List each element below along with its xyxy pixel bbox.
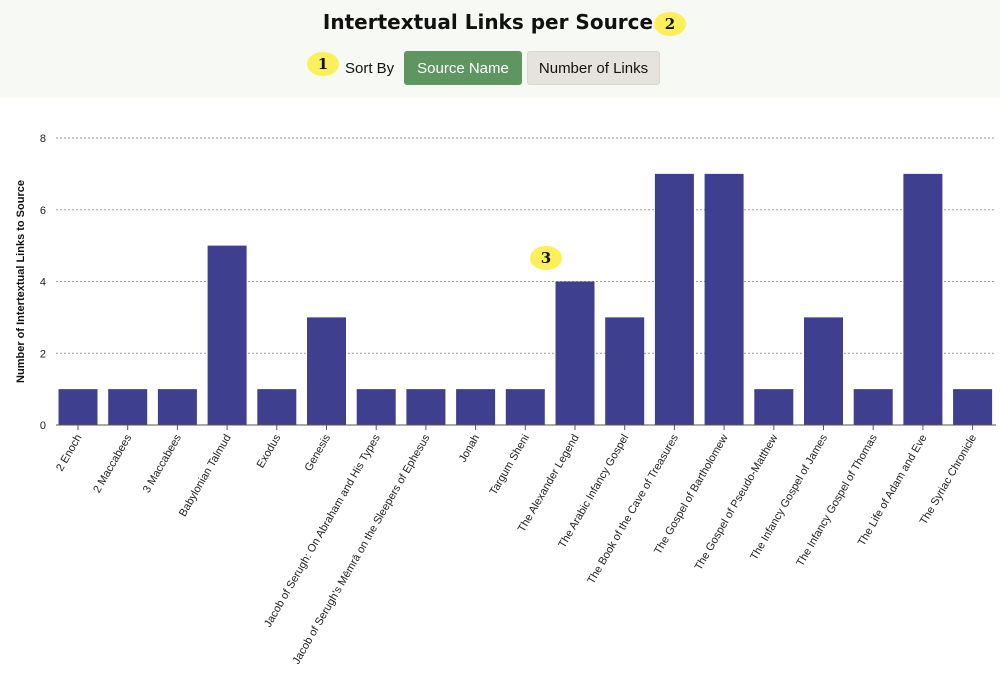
chart-header: Intertextual Links per Source 2 1 Sort B… bbox=[0, 0, 1000, 98]
x-axis-ticks: 2 Enoch 2 Maccabees 3 MaccabeesBabylonian … bbox=[54, 425, 979, 666]
bar[interactable] bbox=[307, 317, 346, 425]
sort-number-of-links-button[interactable]: Number of Links bbox=[527, 51, 660, 85]
gridlines bbox=[56, 137, 996, 354]
x-tick-label: Babylonian Talmud bbox=[177, 433, 234, 519]
y-tick-label: 2 bbox=[40, 348, 46, 360]
bar-chart: 0 2 4 6 8 2 Enoch 2 Maccabees 3 MaccabeesBabyl… bbox=[15, 133, 996, 666]
bar[interactable] bbox=[157, 389, 197, 425]
sort-source-name-button[interactable]: Source Name bbox=[404, 51, 522, 85]
bar[interactable] bbox=[754, 389, 794, 425]
annotation-badge-3: 3 bbox=[530, 246, 562, 270]
y-tick-label: 6 bbox=[40, 205, 46, 217]
x-tick-label: Genesis bbox=[303, 432, 334, 473]
x-tick-label: 2 Enoch bbox=[54, 433, 85, 474]
annotation-badge-2: 2 bbox=[654, 12, 686, 36]
bar[interactable] bbox=[108, 389, 148, 425]
x-tick-label: The Book of the Cave of Treasures bbox=[585, 432, 681, 586]
bar[interactable] bbox=[654, 173, 694, 425]
bar[interactable] bbox=[953, 389, 993, 425]
sort-by-label: Sort By bbox=[345, 60, 395, 77]
y-tick-label: 8 bbox=[40, 133, 46, 145]
bar[interactable] bbox=[853, 389, 893, 425]
x-tick-label: 3 Maccabees bbox=[141, 432, 184, 495]
annotation-badge-1: 1 bbox=[307, 52, 339, 76]
y-axis-ticks: 0 2 4 6 8 bbox=[40, 133, 46, 432]
bar[interactable] bbox=[257, 389, 297, 425]
title-row: Intertextual Links per Source bbox=[0, 6, 1000, 38]
bar[interactable] bbox=[555, 281, 595, 426]
x-tick-label: Jonah bbox=[457, 433, 482, 465]
sort-controls: 1 Sort By Source Name Number of Links bbox=[0, 51, 1000, 85]
bar[interactable] bbox=[903, 173, 943, 425]
bar[interactable] bbox=[456, 389, 496, 425]
y-tick-label: 4 bbox=[40, 277, 46, 289]
bar[interactable] bbox=[406, 389, 446, 425]
x-tick-label: The Gospel of Pseudo-Matthew bbox=[693, 432, 781, 572]
x-tick-label: 2 Maccabees bbox=[91, 432, 134, 495]
bar[interactable] bbox=[605, 317, 645, 425]
bar[interactable] bbox=[704, 173, 744, 425]
x-tick-label: Targum Sheni bbox=[488, 433, 532, 498]
chart-title: Intertextual Links per Source bbox=[322, 10, 654, 34]
bars bbox=[58, 173, 993, 426]
x-tick-label: The Syriac Chronicle bbox=[918, 433, 979, 527]
y-tick-label: 0 bbox=[40, 420, 46, 432]
bar[interactable] bbox=[804, 317, 843, 425]
y-axis-label: Number of Intertextual Links to Source bbox=[15, 180, 27, 383]
x-tick-label: Exodus bbox=[255, 432, 284, 470]
bar[interactable] bbox=[207, 245, 247, 425]
bar[interactable] bbox=[58, 389, 98, 425]
bar[interactable] bbox=[505, 389, 545, 425]
bar[interactable] bbox=[356, 389, 396, 425]
